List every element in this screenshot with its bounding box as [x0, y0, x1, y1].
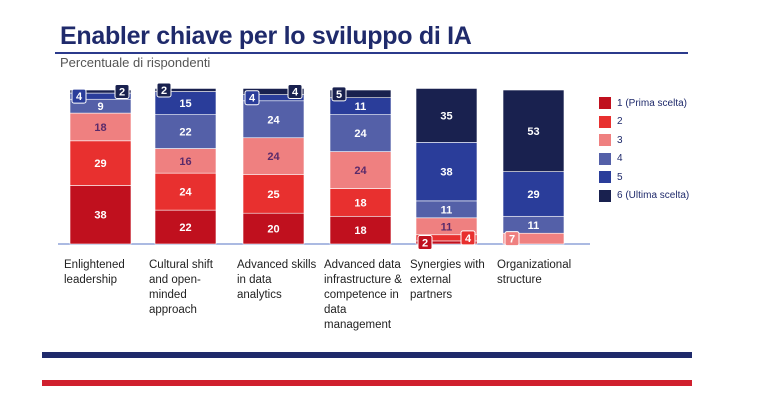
legend-swatch — [599, 134, 611, 147]
legend-label: 2 — [617, 116, 623, 128]
category-label: Organizational structure — [497, 259, 572, 286]
legend-swatch — [599, 171, 611, 184]
red-stripe — [42, 380, 692, 386]
category-label: Cultural shift and open-minded approach — [149, 259, 213, 316]
legend-item: 6 (Ultima scelta) — [599, 187, 689, 206]
bar-segment — [242, 88, 305, 95]
bar-segment — [242, 137, 305, 176]
chart-title: Enabler chiave per lo sviluppo di IA — [60, 22, 472, 50]
data-label: 4 — [249, 93, 256, 105]
data-label-badge — [114, 84, 130, 100]
bar-segment — [69, 112, 132, 142]
data-label: 38 — [440, 167, 452, 179]
data-label-badge — [287, 84, 303, 100]
data-label-badge — [417, 234, 433, 250]
data-label: 18 — [354, 225, 366, 237]
data-label: 24 — [179, 187, 192, 199]
bar-segment — [502, 89, 565, 172]
navy-stripe — [42, 352, 692, 358]
category-label: Synergies with external partners — [410, 259, 485, 301]
data-label-badge — [71, 88, 87, 104]
legend-swatch — [599, 115, 611, 128]
legend-label: 3 — [617, 134, 623, 146]
data-label: 11 — [355, 101, 367, 113]
bar-segment — [329, 114, 392, 152]
legend-swatch — [599, 97, 611, 110]
legend-item: 1 (Prima scelta) — [599, 94, 689, 113]
data-label: 18 — [354, 197, 366, 209]
data-label: 53 — [527, 126, 539, 138]
data-label: 22 — [179, 127, 191, 139]
data-label: 15 — [179, 98, 191, 110]
data-label: 4 — [76, 91, 83, 103]
bar-segment — [415, 88, 478, 143]
legend-label: 6 (Ultima scelta) — [617, 190, 690, 202]
category-label: Advanced skills in data analytics — [237, 259, 317, 301]
chart-subtitle: Percentuale di rispondenti — [60, 55, 211, 70]
data-label-badge — [504, 231, 520, 247]
bar-segment — [242, 174, 305, 214]
bar-segment — [329, 215, 392, 245]
bar-segment — [154, 88, 217, 92]
data-label: 7 — [509, 234, 515, 246]
data-label: 4 — [292, 87, 299, 99]
data-label: 24 — [354, 165, 367, 177]
legend: 1 (Prima scelta) 2 3 4 5 6 (Ultima scelta) — [599, 94, 689, 205]
category-label: Advanced data infrastructure & competenc… — [324, 259, 402, 331]
data-label: 4 — [465, 233, 472, 245]
bar-segment — [69, 89, 132, 94]
legend-swatch — [599, 152, 611, 165]
bar-segment — [242, 212, 305, 245]
legend-item: 4 — [599, 150, 689, 169]
data-label: 38 — [94, 210, 106, 222]
bar-segment — [502, 171, 565, 217]
data-label-badge — [244, 90, 260, 106]
data-label-badge — [156, 82, 172, 98]
legend-label: 5 — [617, 171, 623, 183]
data-label: 2 — [161, 85, 167, 97]
data-label: 9 — [97, 101, 103, 113]
data-label: 5 — [336, 89, 342, 101]
legend-item: 3 — [599, 131, 689, 150]
data-label-badge — [460, 230, 476, 246]
bar-segment — [69, 140, 132, 186]
data-label: 35 — [440, 110, 452, 122]
bar-segment — [69, 185, 132, 245]
legend-label: 1 (Prima scelta) — [617, 97, 688, 109]
category-label: Enlightened leadership — [64, 259, 125, 286]
data-label: 29 — [527, 189, 539, 201]
legend-label: 4 — [617, 153, 623, 165]
title-rule — [55, 52, 688, 54]
data-label: 20 — [267, 224, 279, 236]
data-label: 18 — [94, 122, 106, 134]
data-label: 11 — [528, 220, 540, 232]
legend-item: 5 — [599, 168, 689, 187]
data-label: 24 — [267, 114, 280, 126]
bar-segment — [329, 89, 392, 98]
data-label: 24 — [267, 151, 280, 163]
data-label: 2 — [119, 87, 125, 99]
data-label: 2 — [422, 237, 428, 249]
data-label: 29 — [94, 158, 106, 170]
data-label-badge — [331, 86, 347, 102]
bar-segment — [329, 188, 392, 217]
data-label: 11 — [441, 221, 453, 233]
bar-segment — [329, 151, 392, 189]
bar-segment — [154, 209, 217, 245]
data-label: 11 — [441, 204, 453, 216]
legend-swatch — [599, 189, 611, 202]
data-label: 22 — [179, 222, 191, 234]
data-label: 25 — [267, 189, 279, 201]
data-label: 24 — [354, 128, 367, 140]
data-label: 16 — [179, 156, 191, 168]
bar-segment — [154, 114, 217, 149]
legend-item: 2 — [599, 113, 689, 132]
